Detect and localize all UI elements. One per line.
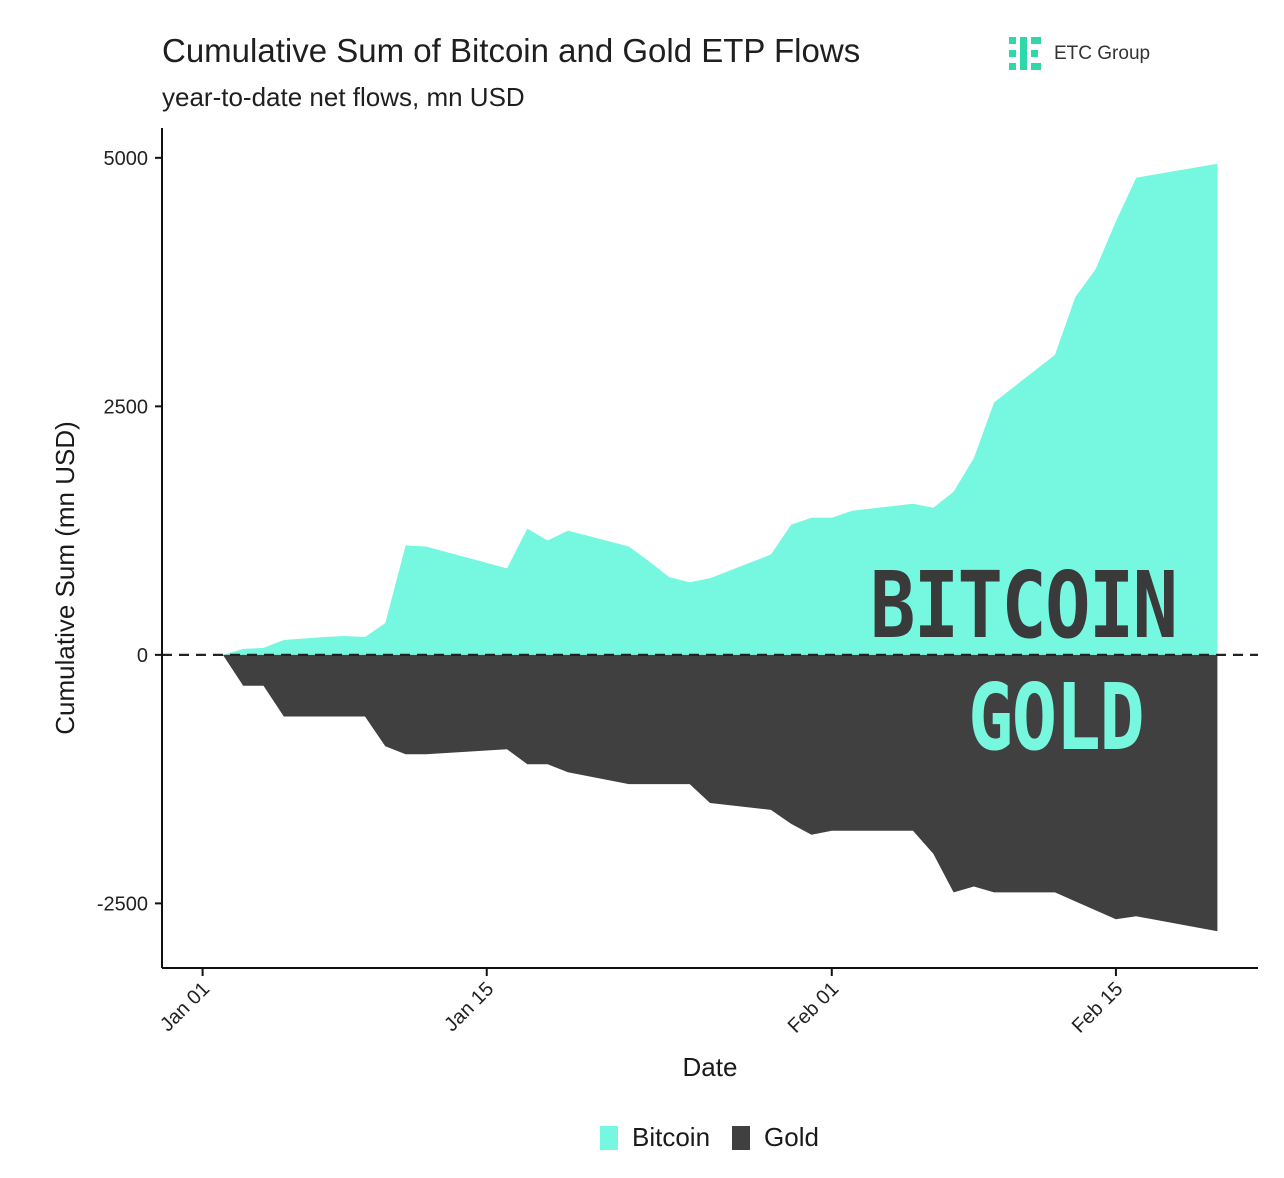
y-tick-label: 5000 — [104, 148, 149, 170]
chart-subtitle: year-to-date net flows, mn USD — [162, 82, 525, 112]
etc-group-logo-text: ETC Group — [1054, 43, 1151, 64]
etc-group-logo-icon — [1009, 37, 1041, 70]
chart-title: Cumulative Sum of Bitcoin and Gold ETP F… — [162, 32, 861, 69]
y-tick-label: 2500 — [104, 396, 149, 418]
chart-legend: Bitcoin Gold — [600, 1122, 841, 1153]
legend-item-gold: Gold — [732, 1122, 819, 1153]
x-tick-label: Jan 01 — [156, 978, 214, 1036]
area-bitcoin — [222, 163, 1218, 655]
legend-swatch-bitcoin — [600, 1125, 618, 1150]
x-tick-label: Feb 01 — [784, 978, 844, 1038]
gold-overlay-label: GOLD — [968, 664, 1145, 771]
y-axis-title: Cumulative Sum (mn USD) — [50, 421, 80, 735]
area-gold — [222, 654, 1218, 932]
y-tick-label: 0 — [137, 645, 148, 667]
y-tick-label: -2500 — [97, 893, 148, 915]
legend-label-bitcoin: Bitcoin — [632, 1122, 711, 1152]
legend-swatch-gold — [732, 1125, 751, 1150]
x-tick-label: Jan 15 — [440, 978, 498, 1036]
x-tick-label: Feb 15 — [1068, 978, 1128, 1038]
etc-group-logo: ETC Group — [1008, 36, 1150, 72]
bitcoin-overlay-label: BITCOIN — [870, 552, 1178, 659]
legend-item-bitcoin: Bitcoin — [600, 1122, 710, 1153]
x-axis-title: Date — [683, 1052, 738, 1082]
legend-label-gold: Gold — [764, 1122, 819, 1152]
